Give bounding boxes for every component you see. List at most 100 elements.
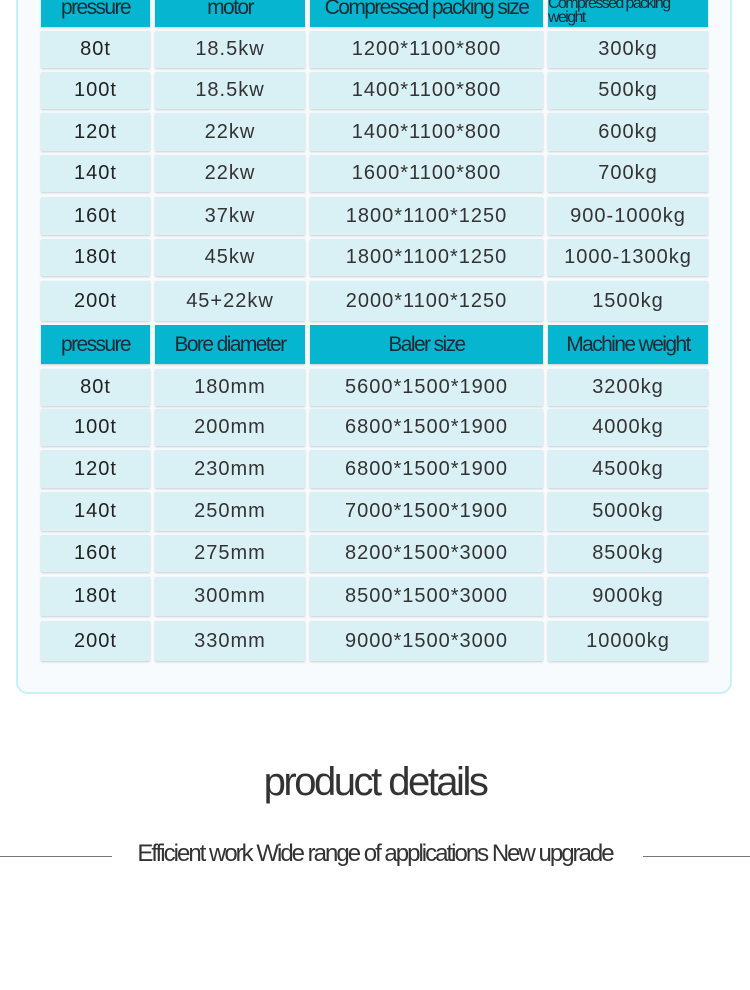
divider-left [0,856,112,857]
table1-cell-text: 100t [74,79,117,101]
table1-cell-text: 1500kg [592,289,664,312]
table2-cell: 9000*1500*3000 [310,621,543,661]
table2-header-cell-text: pressure [61,332,132,356]
table2-cell: 275mm [155,535,305,572]
table2-cell: 8200*1500*3000 [310,535,543,572]
table2-cell: 250mm [155,492,305,531]
table1-cell-text: 180t [74,246,117,268]
table2-cell-text: 180mm [194,376,266,398]
table2-cell: 200mm [155,409,305,446]
table2-header-cell-text: Machine weight [566,332,691,356]
table1-cell-text: 1000-1300kg [564,246,692,268]
table2-cell: 80t [41,369,150,406]
table2-cell: 120t [41,450,150,488]
table1-cell: 37kw [155,197,305,235]
table1-cell: 100t [41,72,150,109]
table2-cell-text: 200t [74,629,117,652]
table2-cell: 5000kg [548,492,708,531]
table2-cell: 200t [41,621,150,661]
table1-header-cell-text: Compressed packing weight [548,0,671,26]
table1-header-cell-text: motor [207,0,254,19]
table2-cell-text: 7000*1500*1900 [344,500,509,522]
table2-cell: 230mm [155,450,305,488]
table2-cell-text: 300mm [194,585,266,607]
table1-header-cell-text: Compressed packing size [324,0,530,19]
table1-cell: 160t [41,197,150,235]
table2-header-cell: Machine weight [548,325,708,364]
table1-cell-text: 22kw [204,120,256,143]
table1-cell-text: 45kw [204,246,256,268]
table2-cell: 300mm [155,577,305,616]
table1-cell: 22kw [155,155,305,192]
table1-cell: 1400*1100*800 [310,72,543,109]
table1-cell-text: 80t [80,38,111,60]
table1-cell-text: 1800*1100*1250 [345,204,508,227]
table1-cell: 600kg [548,113,708,151]
table2-cell: 8500kg [548,535,708,572]
table1-cell-text: 18.5kw [195,38,265,60]
table2-cell-text: 100t [74,416,117,438]
table2-cell: 6800*1500*1900 [310,409,543,446]
table2-cell-text: 230mm [194,457,266,480]
table1-cell: 500kg [548,72,708,109]
table2-cell-text: 250mm [194,500,266,522]
table2-cell: 9000kg [548,577,708,616]
table2-cell-text: 200mm [194,416,266,438]
table1-cell: 80t [41,31,150,68]
table2-cell: 100t [41,409,150,446]
table1-cell-text: 140t [74,162,117,184]
table2-header-cell: Bore diameter [155,325,305,364]
table1-cell-text: 120t [74,120,117,143]
table1-cell-text: 1400*1100*800 [351,120,502,143]
table1-cell: 22kw [155,113,305,151]
table1-header-cell-text: pressure [61,0,132,19]
table2-header-cell: pressure [41,325,150,364]
table2-cell-text: 180t [74,585,117,607]
table2-cell: 8500*1500*3000 [310,577,543,616]
table2-cell-text: 3200kg [592,376,664,398]
table2-cell: 6800*1500*1900 [310,450,543,488]
table1-cell-text: 1400*1100*800 [351,79,502,101]
table1-cell: 180t [41,239,150,276]
divider-right [643,856,750,857]
table1-cell: 18.5kw [155,72,305,109]
table2-cell-text: 4500kg [592,457,664,480]
table1-cell: 45+22kw [155,281,305,321]
table1-cell: 1500kg [548,281,708,321]
table2-cell-text: 140t [74,500,117,522]
table2-cell: 7000*1500*1900 [310,492,543,531]
table2-cell-text: 9000*1500*3000 [344,629,509,652]
table2-cell-text: 8500*1500*3000 [344,585,509,607]
table1-cell: 1800*1100*1250 [310,197,543,235]
section-subtitle: Efficient work Wide range of application… [127,840,623,868]
table1-cell-text: 2000*1100*1250 [345,289,508,312]
table2-cell-text: 6800*1500*1900 [344,416,509,438]
table1-cell: 700kg [548,155,708,192]
table1-cell: 1800*1100*1250 [310,239,543,276]
table1-cell-text: 18.5kw [195,79,265,101]
table2-cell-text: 9000kg [592,585,664,607]
table2-cell: 10000kg [548,621,708,661]
table2-cell-text: 80t [80,376,111,398]
table2-cell-text: 330mm [194,629,266,652]
table2-cell-text: 10000kg [586,629,670,652]
table1-header-cell: pressure [41,0,150,27]
table2-cell: 330mm [155,621,305,661]
table2-cell: 3200kg [548,369,708,406]
table2-cell: 4000kg [548,409,708,446]
table1-cell-text: 900-1000kg [570,204,686,227]
table1-cell: 140t [41,155,150,192]
table2-cell: 160t [41,535,150,572]
table2-header-cell-text: Bore diameter [174,332,287,356]
table2-cell-text: 120t [74,457,117,480]
table2-cell: 180mm [155,369,305,406]
table2-header-cell: Baler size [310,325,543,364]
table1-cell: 1600*1100*800 [310,155,543,192]
table1-header-cell: motor [155,0,305,27]
table1-cell: 18.5kw [155,31,305,68]
table1-cell-text: 700kg [598,162,658,184]
table1-cell-text: 1800*1100*1250 [345,246,508,268]
table1-cell-text: 600kg [598,120,658,143]
table1-cell: 900-1000kg [548,197,708,235]
table1-header-cell: Compressed packing weight [548,0,708,27]
